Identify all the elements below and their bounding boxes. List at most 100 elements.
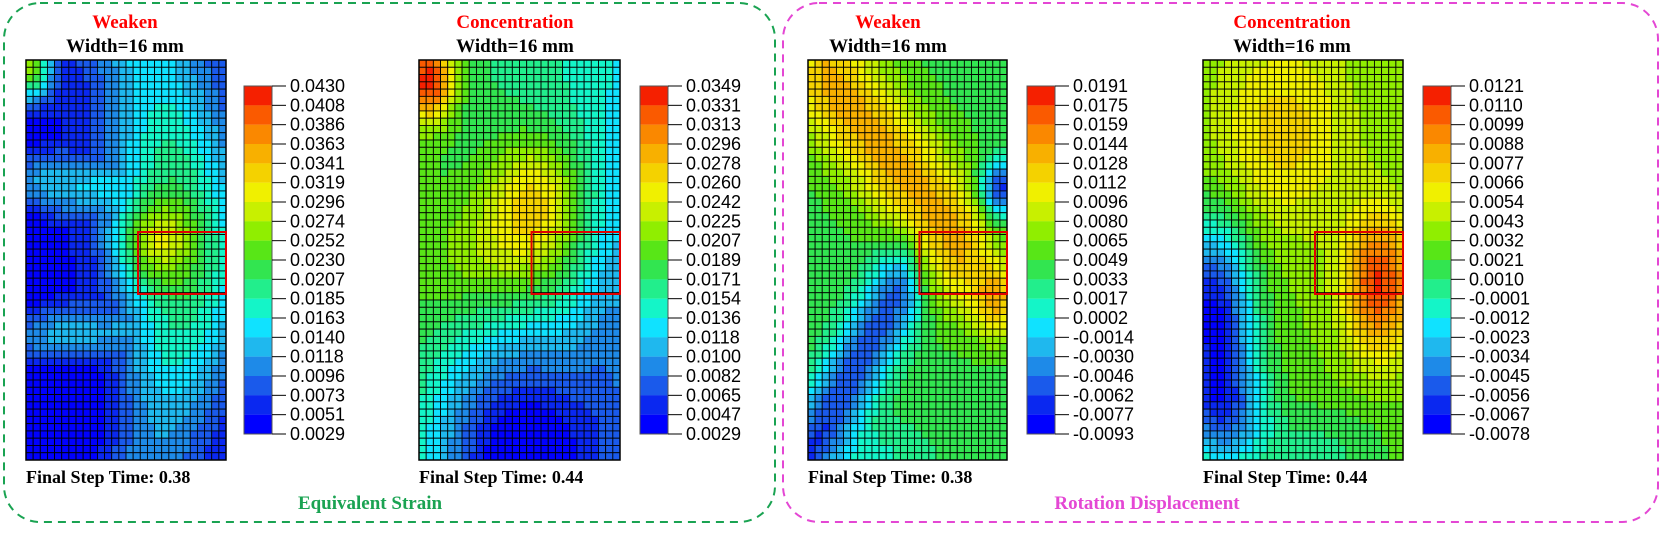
colorbar-tick-label: 0.0136 — [686, 308, 741, 328]
mesh-cell — [956, 335, 965, 345]
mesh-cell — [39, 365, 48, 374]
mesh-cell — [519, 132, 528, 141]
mesh-cell — [935, 357, 944, 366]
mesh-cell — [562, 117, 571, 126]
mesh-cell — [475, 343, 485, 352]
mesh-cell — [204, 190, 213, 199]
mesh-cell — [196, 394, 206, 403]
mesh-cell — [89, 241, 98, 250]
mesh-cell — [468, 263, 477, 272]
mesh-cell — [828, 335, 837, 345]
mesh-cell — [204, 394, 213, 403]
mesh-cell — [82, 430, 91, 439]
mesh-cell — [590, 88, 599, 97]
mesh-cell — [540, 394, 549, 403]
mesh-cell — [204, 277, 213, 286]
mesh-cell — [985, 357, 994, 366]
mesh-cell — [828, 161, 837, 170]
mesh-cell — [54, 423, 63, 432]
mesh-cell — [189, 204, 198, 214]
mesh-cell — [61, 139, 70, 148]
mesh-cell — [956, 386, 965, 396]
mesh-cell — [583, 197, 592, 206]
mesh-cell — [511, 408, 521, 417]
mesh-cell — [54, 379, 63, 388]
mesh-cell — [864, 212, 873, 221]
mesh-cell — [956, 423, 965, 432]
mesh-cell — [425, 110, 434, 119]
mesh-cell — [511, 372, 521, 381]
mesh-cell — [992, 314, 1001, 323]
mesh-cell — [992, 321, 1001, 330]
mesh-cell — [885, 255, 894, 265]
mesh-cell — [554, 408, 564, 417]
mesh-cell — [850, 350, 859, 359]
mesh-cell — [814, 335, 823, 345]
mesh-cell — [418, 270, 427, 279]
mesh-cell — [32, 379, 41, 388]
mesh-cell — [25, 154, 34, 163]
mesh-cell — [118, 204, 127, 214]
mesh-cell — [61, 95, 70, 105]
mesh-cell — [504, 365, 513, 374]
mesh-cell — [878, 124, 887, 134]
mesh-cell — [914, 124, 923, 134]
mesh-cell — [139, 314, 148, 323]
mesh-cell — [104, 88, 113, 97]
mesh-cell — [907, 183, 916, 192]
mesh-cell — [54, 88, 63, 97]
mesh-cell — [526, 132, 535, 141]
mesh-cell — [440, 437, 449, 446]
mesh-cell — [425, 299, 434, 308]
mesh-cell — [483, 445, 492, 454]
mesh-cell — [68, 270, 77, 279]
mesh-cell — [25, 66, 34, 76]
mesh-cell — [547, 103, 556, 112]
mesh-cell — [75, 292, 84, 301]
mesh-cell — [1273, 81, 1283, 90]
mesh-cell — [935, 437, 944, 446]
mesh-cell — [612, 394, 621, 403]
mesh-cell — [211, 394, 220, 403]
mesh-cell — [899, 328, 909, 337]
mesh-cell — [857, 408, 866, 417]
mesh-cell — [468, 437, 477, 446]
mesh-cell — [992, 124, 1001, 134]
mesh-cell — [118, 401, 127, 410]
mesh-cell — [985, 219, 994, 228]
mesh-cell — [39, 386, 48, 396]
mesh-cell — [454, 197, 463, 206]
mesh-cell — [963, 306, 972, 316]
colorbar: 0.01910.01750.01590.01440.01280.01120.00… — [1026, 76, 1134, 444]
mesh-cell — [182, 350, 191, 359]
mesh-cell — [511, 386, 521, 396]
mesh-cell — [154, 365, 163, 374]
mesh-cell — [921, 255, 930, 265]
mesh-cell — [547, 95, 556, 105]
mesh-cell — [821, 357, 830, 366]
mesh-cell — [850, 226, 859, 236]
mesh-cell — [218, 285, 227, 294]
mesh-cell — [828, 219, 837, 228]
mesh-cell — [907, 110, 916, 119]
mesh-cell — [892, 270, 901, 279]
mesh-cell — [590, 212, 599, 221]
mesh-cell — [828, 321, 837, 330]
mesh-cell — [1373, 81, 1383, 90]
mesh-cell — [999, 88, 1008, 97]
mesh-cell — [835, 74, 845, 83]
mesh-cell — [454, 335, 463, 345]
mesh-cell — [418, 321, 427, 330]
mesh-cell — [204, 343, 213, 352]
mesh-cell — [46, 168, 56, 177]
mesh-cell — [511, 204, 521, 214]
mesh-cell — [814, 401, 823, 410]
mesh-cell — [161, 365, 170, 374]
mesh-cell — [146, 190, 156, 199]
mesh-cell — [497, 59, 506, 68]
mesh-cell — [168, 285, 177, 294]
mesh-cell — [835, 139, 845, 148]
mesh-cell — [864, 146, 873, 156]
mesh-cell — [914, 226, 923, 236]
mesh-cell — [569, 314, 578, 323]
